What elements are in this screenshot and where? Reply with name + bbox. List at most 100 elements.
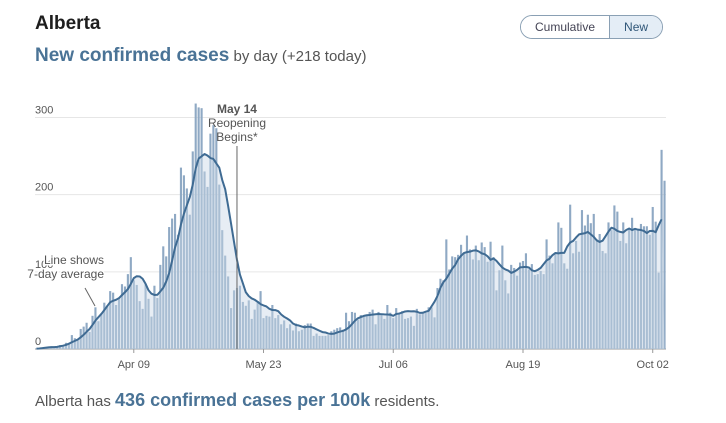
daily-bar — [518, 262, 522, 349]
daily-bar — [312, 335, 315, 349]
cumulative-toggle-button[interactable]: Cumulative — [521, 16, 610, 38]
daily-bar — [321, 335, 324, 349]
x-tick-label: Oct 02 — [637, 359, 669, 371]
daily-bar — [265, 315, 268, 349]
daily-bar — [132, 280, 135, 349]
x-tick-label: Apr 09 — [118, 359, 150, 371]
daily-bar — [109, 291, 112, 349]
cases-per-100k: 436 confirmed cases per 100k — [115, 390, 371, 410]
average-callout-line: Line shows — [44, 253, 104, 267]
daily-bar — [636, 230, 640, 349]
daily-bar — [631, 217, 634, 349]
daily-bar — [359, 315, 362, 349]
daily-bar — [209, 133, 212, 349]
daily-bar — [577, 251, 581, 349]
daily-bar — [106, 305, 109, 349]
daily-bar — [350, 311, 354, 349]
daily-bar — [468, 249, 471, 349]
daily-bar — [580, 210, 584, 349]
daily-bar — [368, 311, 371, 349]
daily-bar — [294, 323, 298, 349]
reopening-annotation-line: May 14 — [217, 102, 257, 116]
daily-bar — [654, 221, 657, 349]
daily-bar — [159, 264, 162, 349]
daily-bar — [589, 223, 592, 349]
daily-bar — [147, 298, 150, 349]
daily-bar — [309, 323, 312, 349]
x-tick-label: May 23 — [245, 359, 281, 371]
daily-bar — [663, 180, 666, 349]
daily-bar — [607, 222, 610, 349]
daily-bar — [129, 257, 132, 349]
daily-bar — [660, 149, 663, 349]
daily-bar — [510, 264, 513, 349]
daily-bar — [560, 227, 563, 349]
daily-bar — [377, 311, 380, 349]
daily-bar — [386, 305, 389, 349]
daily-bar — [115, 305, 118, 349]
daily-bar — [144, 284, 147, 349]
daily-bar — [215, 128, 218, 349]
daily-bar — [575, 240, 578, 349]
daily-bar — [398, 312, 401, 349]
daily-bar — [194, 103, 197, 349]
daily-bar — [306, 323, 309, 349]
daily-bar — [244, 305, 247, 349]
daily-bar — [138, 301, 141, 349]
daily-bar — [327, 335, 330, 349]
daily-bar — [120, 284, 124, 349]
daily-bar — [625, 243, 628, 349]
daily-bar — [336, 328, 339, 349]
daily-bar — [563, 263, 566, 349]
daily-bar — [97, 321, 100, 349]
new-toggle-button[interactable]: New — [609, 16, 663, 38]
daily-bar — [126, 274, 129, 349]
daily-bar — [439, 278, 442, 349]
daily-bar — [141, 308, 144, 349]
daily-bar — [610, 230, 613, 349]
daily-bar — [406, 318, 410, 349]
daily-bar — [150, 316, 153, 349]
daily-bar — [395, 308, 398, 349]
daily-bar — [303, 325, 306, 349]
daily-bar — [445, 239, 448, 349]
chart-subtitle: New confirmed cases by day (+218 today) — [35, 45, 366, 67]
daily-bar — [324, 335, 327, 349]
daily-bar — [82, 326, 85, 349]
daily-bar — [112, 292, 115, 349]
daily-bar — [247, 300, 250, 349]
daily-bar — [179, 167, 183, 349]
daily-bar — [253, 309, 256, 349]
daily-bar — [171, 218, 174, 349]
new-cases-chart: 0 100 200 300 Apr 09 May 23 Jul 06 Aug 19 Oct 02… — [26, 102, 669, 371]
daily-bar — [504, 280, 507, 349]
footer-prefix: Alberta has — [35, 393, 116, 410]
daily-bar — [507, 293, 510, 349]
daily-bar — [421, 313, 424, 349]
daily-bar — [135, 284, 138, 349]
daily-bar — [61, 345, 65, 349]
daily-bar — [401, 311, 404, 349]
daily-bar — [117, 298, 121, 349]
daily-bar — [103, 302, 106, 349]
daily-bar — [392, 318, 395, 349]
daily-bar — [418, 314, 421, 349]
daily-bar — [67, 343, 70, 349]
daily-bar — [241, 301, 244, 349]
metric-name: New confirmed cases — [35, 45, 230, 66]
daily-bar — [495, 290, 498, 349]
daily-bar — [288, 324, 292, 349]
daily-bar — [271, 305, 274, 349]
reopening-annotation-line: Begins* — [216, 130, 258, 144]
daily-bar — [471, 259, 474, 349]
daily-bar — [474, 245, 477, 349]
daily-bar — [521, 261, 525, 349]
daily-bar — [651, 206, 654, 349]
daily-bar — [153, 285, 156, 349]
daily-bar — [76, 340, 79, 349]
daily-bar — [430, 307, 433, 349]
daily-bar — [238, 285, 241, 349]
daily-bar — [657, 272, 660, 349]
daily-bar — [200, 108, 203, 349]
